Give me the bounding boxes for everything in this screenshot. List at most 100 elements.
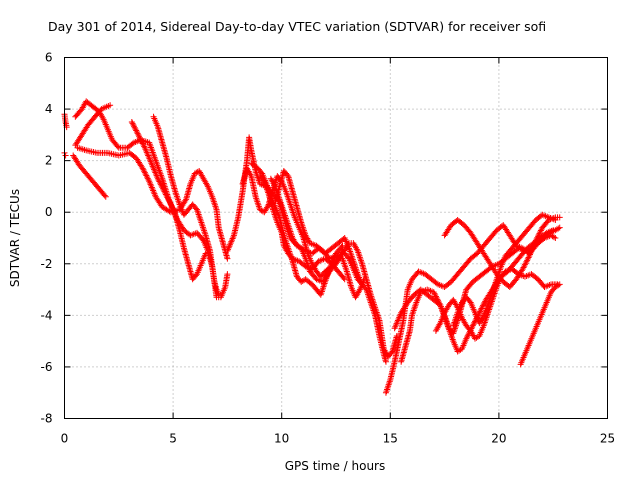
data-point — [258, 169, 265, 176]
data-point — [432, 293, 439, 300]
data-point — [523, 258, 530, 265]
data-point — [436, 300, 443, 307]
data-point — [130, 121, 137, 128]
data-track — [70, 152, 109, 200]
data-point — [101, 192, 108, 199]
x-tick-label: 5 — [169, 432, 177, 446]
data-point — [161, 188, 168, 195]
data-point — [145, 176, 152, 183]
data-point — [536, 230, 543, 237]
data-track — [432, 227, 557, 342]
data-point — [525, 254, 532, 261]
x-tick-label: 15 — [383, 432, 398, 446]
data-point — [199, 236, 206, 243]
data-track — [74, 144, 231, 262]
data-point — [162, 190, 169, 197]
data-point — [215, 291, 222, 298]
data-point — [430, 289, 437, 296]
data-point — [338, 244, 345, 251]
data-point — [138, 139, 145, 146]
data-point — [344, 254, 351, 261]
data-point — [131, 123, 138, 130]
y-tick-label: 6 — [45, 51, 53, 65]
data-track — [150, 113, 222, 298]
data-point — [524, 257, 531, 264]
data-point — [224, 255, 231, 262]
x-tick-label: 10 — [274, 432, 289, 446]
chart-title: Day 301 of 2014, Sidereal Day-to-day VTE… — [48, 19, 546, 34]
data-point — [165, 197, 172, 204]
data-track — [441, 214, 563, 290]
data-point — [550, 234, 557, 241]
data-track — [272, 167, 368, 301]
data-point — [156, 178, 163, 185]
data-point — [478, 305, 485, 312]
data-point — [479, 302, 486, 309]
data-point — [139, 140, 146, 147]
data-point — [133, 127, 140, 134]
data-point — [556, 281, 563, 288]
x-tick-label: 25 — [600, 432, 615, 446]
data-point — [162, 191, 169, 198]
data-point — [141, 169, 148, 176]
data-point — [555, 225, 562, 232]
data-points — [61, 98, 563, 396]
data-point — [537, 228, 544, 235]
data-point — [114, 143, 121, 150]
data-point — [144, 175, 151, 182]
data-point — [160, 187, 167, 194]
data-point — [155, 177, 162, 184]
data-point — [550, 227, 557, 234]
data-point — [382, 358, 389, 365]
data-point — [433, 294, 440, 301]
data-point — [138, 137, 145, 144]
x-tick-label: 0 — [61, 432, 69, 446]
data-point — [154, 175, 161, 182]
data-point — [435, 297, 442, 304]
data-point — [521, 263, 528, 270]
data-point — [301, 247, 308, 254]
x-tick-label: 20 — [491, 432, 506, 446]
data-point — [136, 133, 143, 140]
axis-ticks: 0 5 10 15 20 25 -8 -6 -4 -2 0 2 4 6 — [41, 51, 616, 446]
data-point — [144, 173, 151, 180]
data-point — [159, 184, 166, 191]
data-point — [432, 292, 439, 299]
y-tick-label: 2 — [45, 154, 53, 168]
data-point — [165, 195, 172, 202]
data-point — [435, 299, 442, 306]
data-point — [140, 166, 147, 173]
data-point — [361, 276, 368, 283]
data-point — [166, 198, 173, 205]
y-axis-label: SDTVAR / TECUs — [8, 189, 22, 287]
data-track — [248, 160, 346, 298]
data-point — [470, 321, 477, 328]
data-point — [129, 120, 136, 127]
data-track — [256, 173, 348, 283]
data-point — [141, 143, 148, 150]
data-point — [163, 192, 170, 199]
data-point — [481, 299, 488, 306]
data-point — [132, 126, 139, 133]
y-tick-label: -2 — [41, 257, 53, 271]
data-point — [521, 261, 528, 268]
data-point — [137, 136, 144, 143]
data-point — [224, 271, 231, 278]
data-point — [556, 214, 563, 221]
data-point — [480, 301, 487, 308]
data-point — [139, 165, 146, 172]
data-point — [464, 332, 471, 339]
data-point — [192, 272, 199, 279]
y-tick-label: 4 — [45, 102, 53, 116]
data-point — [431, 290, 438, 297]
data-point — [477, 308, 484, 315]
data-point — [136, 134, 143, 141]
data-point — [159, 185, 166, 192]
data-point — [552, 235, 559, 241]
data-point — [107, 102, 114, 109]
data-point — [157, 181, 164, 188]
data-point — [157, 179, 164, 186]
data-point — [524, 255, 531, 262]
data-point — [479, 304, 486, 311]
